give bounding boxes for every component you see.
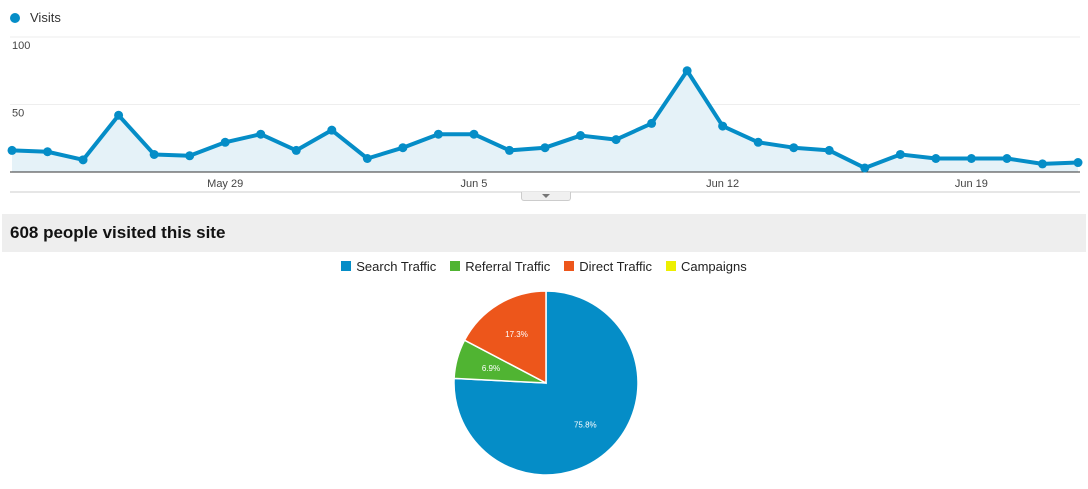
legend-label: Referral Traffic [465, 258, 551, 274]
visits-data-point[interactable] [647, 118, 657, 128]
visits-data-point[interactable] [860, 163, 870, 173]
legend-swatch [665, 260, 676, 271]
visits-data-point[interactable] [398, 143, 408, 153]
visits-data-point[interactable] [43, 147, 53, 157]
legend-item-campaigns[interactable]: Campaigns [665, 258, 747, 274]
y-tick-label: 50 [12, 108, 24, 120]
visits-data-point[interactable] [78, 155, 88, 165]
visits-data-point[interactable] [185, 151, 195, 161]
visits-data-point[interactable] [1037, 159, 1047, 169]
legend-item-referral-traffic[interactable]: Referral Traffic [450, 258, 550, 274]
chart-collapse-toggle[interactable] [521, 192, 571, 201]
visits-data-point[interactable] [931, 154, 941, 163]
visits-data-point[interactable] [895, 149, 905, 159]
legend-swatch [564, 260, 575, 271]
legend-item-search-traffic[interactable]: Search Traffic [341, 258, 436, 274]
traffic-pie-chart: 75.8% 6.9% 17.3% [453, 290, 639, 476]
legend-label: Search Traffic [356, 258, 437, 274]
legend-swatch [450, 260, 461, 271]
y-tick-label: 100 [12, 40, 30, 52]
summary-title: 608 people visited this site [10, 223, 226, 242]
visits-data-point[interactable] [576, 131, 586, 141]
visits-data-point[interactable] [220, 137, 230, 147]
visits-line-plot: 100 50 May 29 Jun 5 Jun 12 Jun 19 [7, 36, 1083, 193]
visits-data-point[interactable] [682, 66, 692, 76]
pie-slice-value-label: 17.3% [505, 330, 528, 339]
visits-legend-label[interactable]: Visits [30, 10, 61, 25]
visits-data-point[interactable] [1073, 158, 1083, 168]
visits-data-point[interactable] [504, 145, 514, 155]
visits-data-point[interactable] [362, 154, 372, 163]
x-tick-label: Jun 12 [706, 178, 739, 190]
traffic-pie-legend: Search Traffic Referral Traffic Direct Tra… [0, 257, 1088, 275]
visits-data-point[interactable] [966, 154, 976, 163]
visits-data-point[interactable] [789, 143, 799, 153]
legend-swatch [341, 260, 352, 271]
visits-data-point[interactable] [433, 129, 443, 139]
visits-data-point[interactable] [611, 135, 621, 145]
visits-line-chart: Visits 100 50 May 29 Jun 5 Jun 12 Jun 19 [0, 0, 1088, 205]
visits-data-point[interactable] [149, 149, 159, 159]
visits-data-point[interactable] [256, 129, 266, 139]
x-tick-label: Jun 5 [460, 178, 487, 190]
visits-data-point[interactable] [1002, 154, 1012, 163]
visits-data-point[interactable] [753, 137, 763, 147]
visits-data-point[interactable] [114, 110, 124, 120]
legend-label: Campaigns [680, 258, 747, 274]
visits-data-point[interactable] [718, 121, 728, 131]
pie-slice-value-label: 75.8% [574, 420, 597, 429]
legend-item-direct-traffic[interactable]: Direct Traffic [564, 258, 652, 274]
visits-data-point[interactable] [7, 145, 17, 155]
legend-label: Direct Traffic [579, 258, 652, 274]
pie-slice-direct-traffic[interactable] [463, 290, 547, 385]
visits-area [12, 70, 1078, 172]
visits-data-point[interactable] [540, 143, 550, 153]
visits-legend-dot [10, 13, 20, 23]
visits-data-point[interactable] [291, 145, 301, 155]
visits-data-point[interactable] [824, 145, 834, 155]
visits-data-point[interactable] [469, 129, 479, 139]
visits-data-point[interactable] [327, 125, 337, 135]
pie-slice-value-label: 6.9% [482, 364, 500, 373]
x-tick-label: Jun 19 [955, 178, 988, 190]
x-tick-label: May 29 [207, 178, 243, 190]
summary-bar: 608 people visited this site [2, 214, 1086, 252]
